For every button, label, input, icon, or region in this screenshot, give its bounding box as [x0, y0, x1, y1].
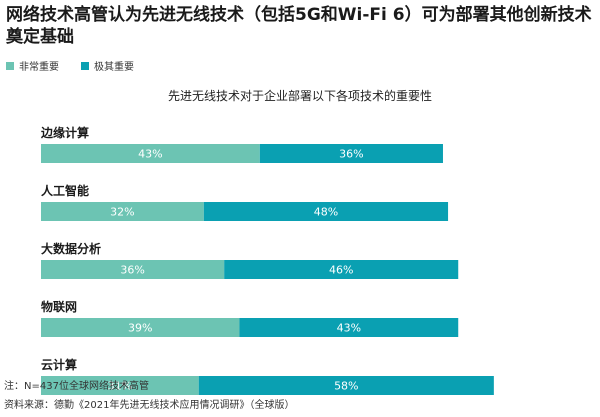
bar-group-4: 物联网 39% 43% [41, 299, 459, 337]
data-label: 32% [110, 206, 134, 219]
category-label: 物联网 [41, 299, 77, 314]
legend-item-extremely-important: 极其重要 [81, 58, 134, 73]
bar-segment-extremely-important [239, 318, 459, 337]
category-label: 大数据分析 [41, 241, 101, 256]
category-label: 人工智能 [41, 183, 89, 198]
data-label: 48% [314, 206, 338, 219]
data-label: 58% [334, 380, 358, 393]
data-label: 43% [138, 148, 162, 161]
data-label: 43% [337, 322, 361, 335]
category-label: 边缘计算 [40, 125, 89, 140]
bar-segment-very-important [41, 202, 204, 221]
bar-segment-very-important [41, 260, 225, 279]
bar-segment-extremely-important [224, 260, 459, 279]
bar-segment-extremely-important [198, 376, 494, 395]
legend-label-extremely-important: 极其重要 [94, 62, 134, 73]
bar-segment-very-important [41, 376, 199, 395]
legend-label-very-important: 非常重要 [19, 62, 59, 73]
bar-group-1: 边缘计算 43% 36% [40, 125, 443, 163]
data-label: 39% [128, 322, 152, 335]
data-label: 36% [120, 264, 144, 277]
legend-swatch-extremely-important [81, 61, 89, 70]
legend-item-very-important: 非常重要 [6, 58, 59, 73]
data-label: 36% [339, 148, 363, 161]
data-label: 31% [108, 380, 132, 393]
bar-segment-very-important [41, 318, 240, 337]
chart-title: 先进无线技术对于企业部署以下各项技术的重要性 [167, 89, 432, 103]
category-label: 云计算 [41, 357, 77, 372]
source-note: 资料来源：德勤《2021年先进无线技术应用情况调研》（全球版） [4, 400, 295, 411]
bar-group-2: 人工智能 32% 48% [41, 183, 449, 221]
bar-group-5: 云计算 31% 58% [41, 357, 494, 395]
chart-legend: 非常重要 极其重要 [6, 58, 156, 73]
data-label: 46% [329, 264, 353, 277]
bar-segment-extremely-important [259, 144, 443, 163]
headline: 网络技术高管认为先进无线技术（包括5G和Wi-Fi 6）可为部署其他创新技术奠定… [6, 5, 592, 47]
legend-swatch-very-important [6, 61, 14, 70]
bar-segment-very-important [41, 144, 260, 163]
sample-note: 注：N=437位全球网络技术高管 [4, 381, 149, 392]
bar-group-3: 大数据分析 36% 46% [41, 241, 459, 279]
bar-segment-extremely-important [203, 202, 449, 221]
